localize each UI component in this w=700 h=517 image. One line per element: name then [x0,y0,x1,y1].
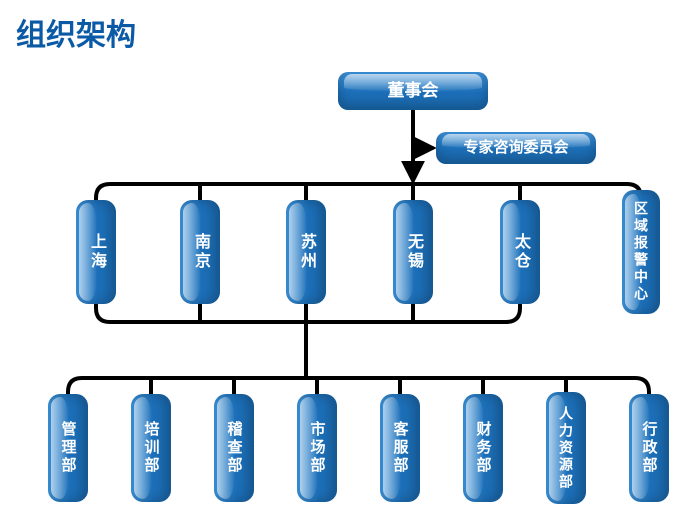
node-service: 客服部 [380,394,420,502]
node-service-label: 客服部 [390,421,411,475]
node-board: 董事会 [338,72,488,110]
node-taicang-label: 太仓 [508,233,532,271]
node-admin: 行政部 [629,394,669,502]
node-advisory-label: 专家咨询委员会 [463,139,568,156]
node-train: 培训部 [131,394,171,502]
node-mgmt-label: 管理部 [58,421,79,475]
node-shanghai-label: 上海 [84,233,108,271]
node-alarm: 区域报警中心 [622,190,660,314]
node-suzhou: 苏州 [286,200,326,304]
node-board-label: 董事会 [388,81,439,100]
node-shanghai: 上海 [76,200,116,304]
node-finance: 财务部 [463,394,503,502]
page-title: 组织架构 [16,10,136,54]
node-hr-label: 人力资源部 [556,406,576,491]
node-taicang: 太仓 [500,200,540,304]
node-market: 市场部 [297,394,337,502]
node-nanjing: 南京 [180,200,220,304]
node-audit-label: 稽查部 [224,421,245,475]
node-market-label: 市场部 [307,421,328,475]
node-nanjing-label: 南京 [188,233,212,271]
node-hr: 人力资源部 [546,392,586,504]
node-wuxi-label: 无锡 [401,233,425,271]
node-advisory: 专家咨询委员会 [436,132,596,164]
node-wuxi: 无锡 [393,200,433,304]
node-audit: 稽查部 [214,394,254,502]
node-mgmt: 管理部 [48,394,88,502]
node-finance-label: 财务部 [473,421,494,475]
node-alarm-label: 区域报警中心 [631,201,651,303]
node-suzhou-label: 苏州 [294,233,318,271]
node-train-label: 培训部 [141,421,162,475]
node-admin-label: 行政部 [639,421,660,475]
